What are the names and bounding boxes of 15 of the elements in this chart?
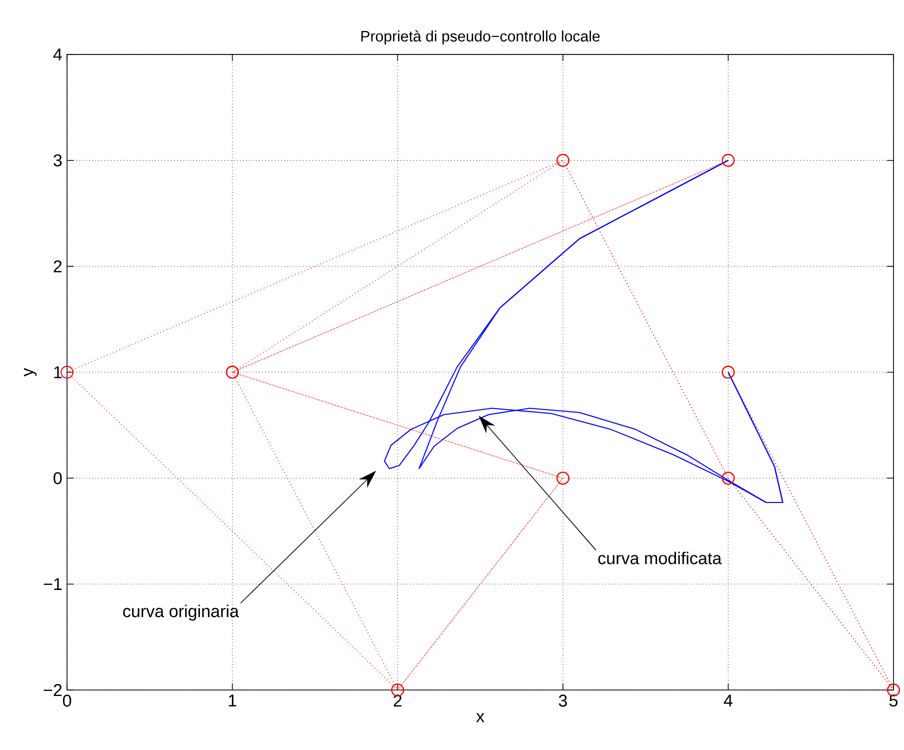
- x-axis-title: x: [476, 712, 484, 722]
- y-axis-title: y: [24, 368, 37, 376]
- y-tick-label: −1: [44, 578, 62, 590]
- y-tick-label: −2: [44, 684, 62, 696]
- x-tick-label: 3: [558, 694, 567, 707]
- y-tick-label: 0: [54, 472, 62, 484]
- y-tick-label: 4: [53, 48, 62, 60]
- x-tick-label: 0: [62, 694, 72, 707]
- x-tick-label: 1: [228, 694, 236, 706]
- annotation: curva modificata: [598, 552, 722, 564]
- y-tick-label: 3: [54, 154, 62, 166]
- x-tick-label: 4: [724, 694, 732, 706]
- y-tick-label: 2: [54, 260, 62, 272]
- chart-title: Proprietà di pseudo−controllo locale: [361, 30, 600, 44]
- annotation: curva originaria: [123, 604, 239, 620]
